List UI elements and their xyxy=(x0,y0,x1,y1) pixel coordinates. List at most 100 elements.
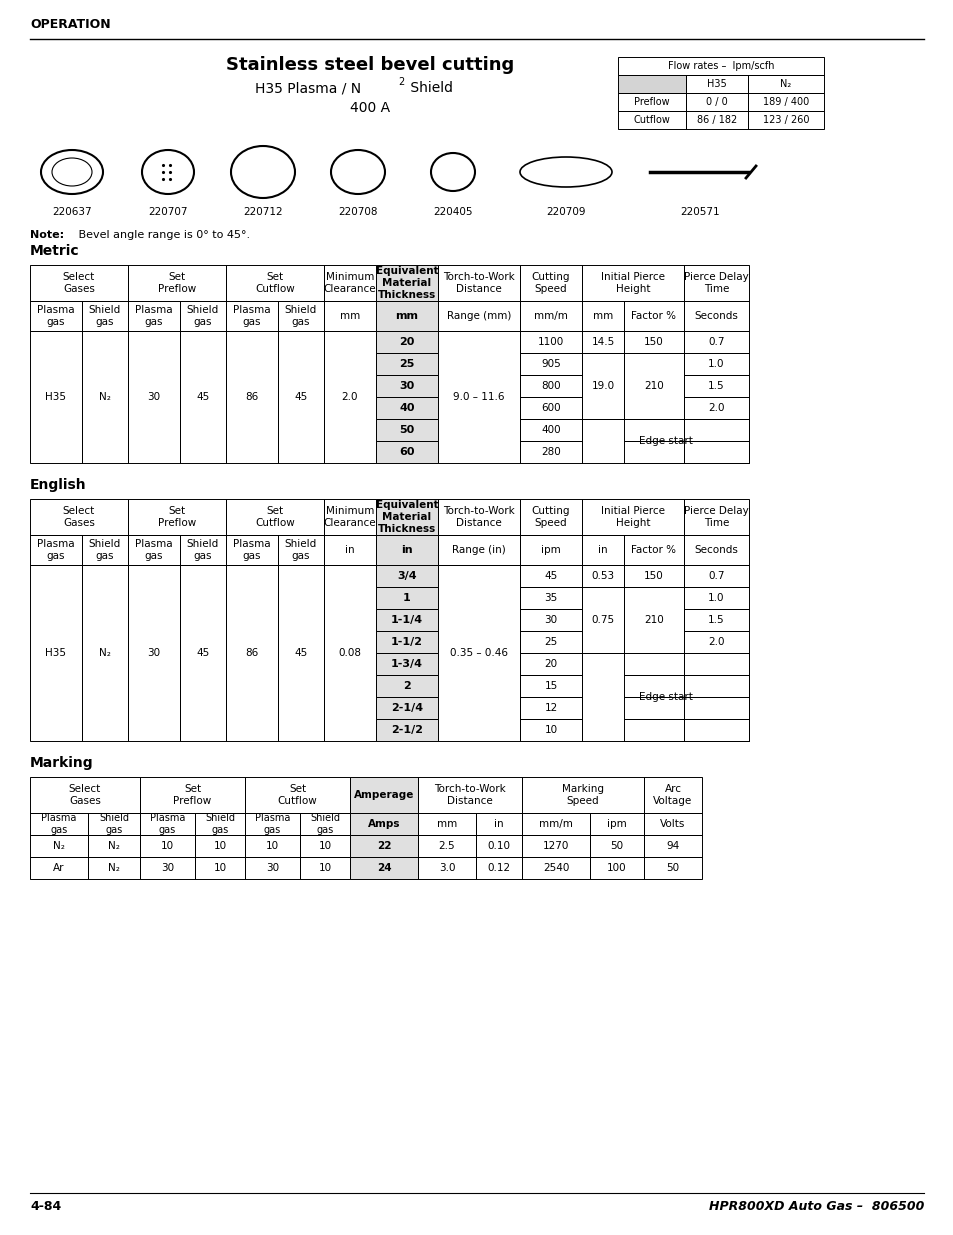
Bar xyxy=(375,419,437,441)
Bar xyxy=(623,676,683,697)
Bar xyxy=(324,301,375,331)
Text: Factor %: Factor % xyxy=(631,311,676,321)
Text: ipm: ipm xyxy=(606,819,626,829)
Bar xyxy=(88,857,140,879)
Text: Stainless steel bevel cutting: Stainless steel bevel cutting xyxy=(226,56,514,74)
Text: N₂: N₂ xyxy=(780,79,791,89)
Bar xyxy=(375,587,437,609)
Bar xyxy=(417,857,476,879)
Bar xyxy=(519,419,581,441)
Bar xyxy=(581,499,683,535)
Bar xyxy=(30,266,128,301)
Bar xyxy=(128,535,180,564)
Text: 4-84: 4-84 xyxy=(30,1200,61,1214)
Bar xyxy=(581,301,623,331)
Bar xyxy=(417,813,476,835)
Bar xyxy=(375,609,437,631)
Text: Shield
gas: Shield gas xyxy=(187,305,219,327)
Text: Plasma
gas: Plasma gas xyxy=(254,813,290,835)
Bar xyxy=(519,353,581,375)
Text: 25: 25 xyxy=(544,637,558,647)
Text: mm: mm xyxy=(339,311,359,321)
Bar xyxy=(581,266,683,301)
Text: Factor %: Factor % xyxy=(631,545,676,555)
Text: in: in xyxy=(345,545,355,555)
Bar xyxy=(623,587,683,653)
Bar xyxy=(30,813,88,835)
Text: Pierce Delay
Time: Pierce Delay Time xyxy=(683,506,748,527)
Text: 2: 2 xyxy=(397,77,404,86)
Text: Shield
gas: Shield gas xyxy=(187,540,219,561)
Bar xyxy=(324,564,375,741)
Bar xyxy=(30,835,88,857)
Bar xyxy=(683,353,748,375)
Text: N₂: N₂ xyxy=(99,391,111,403)
Bar xyxy=(350,835,417,857)
Text: 50: 50 xyxy=(610,841,623,851)
Bar xyxy=(88,813,140,835)
Bar xyxy=(519,719,581,741)
Bar xyxy=(519,564,581,587)
Text: Shield
gas: Shield gas xyxy=(310,813,339,835)
Bar xyxy=(589,813,643,835)
Text: H35: H35 xyxy=(706,79,726,89)
Bar xyxy=(521,835,589,857)
Bar xyxy=(375,353,437,375)
Text: Edge start: Edge start xyxy=(638,692,692,701)
Bar xyxy=(623,441,683,463)
Text: 45: 45 xyxy=(294,391,307,403)
Text: 400 A: 400 A xyxy=(350,101,390,115)
Text: Seconds: Seconds xyxy=(694,311,738,321)
Text: N₂: N₂ xyxy=(53,841,65,851)
Text: Set
Cutflow: Set Cutflow xyxy=(254,272,294,294)
Text: Marking: Marking xyxy=(30,756,93,769)
Text: 30: 30 xyxy=(266,863,279,873)
Text: 45: 45 xyxy=(196,648,210,658)
Bar xyxy=(618,75,685,93)
Text: 30: 30 xyxy=(148,391,160,403)
Bar xyxy=(683,266,748,301)
Text: in: in xyxy=(401,545,413,555)
Bar xyxy=(88,835,140,857)
Bar xyxy=(128,331,180,463)
Text: 220709: 220709 xyxy=(546,207,585,217)
Bar xyxy=(521,777,643,813)
Text: Shield
gas: Shield gas xyxy=(205,813,234,835)
Text: mm: mm xyxy=(395,311,418,321)
Text: 10: 10 xyxy=(544,725,557,735)
Text: Flow rates –  lpm/scfh: Flow rates – lpm/scfh xyxy=(667,61,774,70)
Bar xyxy=(519,631,581,653)
Text: 14.5: 14.5 xyxy=(591,337,614,347)
Text: H35: H35 xyxy=(46,391,67,403)
Text: 45: 45 xyxy=(196,391,210,403)
Bar xyxy=(437,535,519,564)
Text: H35: H35 xyxy=(46,648,67,658)
Bar xyxy=(683,396,748,419)
Text: Plasma
gas: Plasma gas xyxy=(233,305,271,327)
Text: Set
Preflow: Set Preflow xyxy=(157,506,196,527)
Text: HPR800XD Auto Gas –  806500: HPR800XD Auto Gas – 806500 xyxy=(708,1200,923,1214)
Bar xyxy=(683,564,748,587)
Bar xyxy=(519,301,581,331)
Text: 12: 12 xyxy=(544,703,558,713)
Bar xyxy=(375,266,437,301)
Text: 10: 10 xyxy=(213,863,226,873)
Text: 2.0: 2.0 xyxy=(707,403,724,412)
Bar xyxy=(521,813,589,835)
Text: 1.0: 1.0 xyxy=(707,593,724,603)
Bar xyxy=(375,719,437,741)
Bar xyxy=(226,266,324,301)
Text: 150: 150 xyxy=(643,337,663,347)
Bar xyxy=(82,535,128,564)
Bar xyxy=(683,535,748,564)
Text: 9.0 – 11.6: 9.0 – 11.6 xyxy=(453,391,504,403)
Text: 50: 50 xyxy=(399,425,415,435)
Text: Preflow: Preflow xyxy=(634,98,669,107)
Bar xyxy=(350,777,417,813)
Bar xyxy=(623,719,683,741)
Bar xyxy=(30,777,140,813)
Text: 30: 30 xyxy=(399,382,415,391)
Text: 123 / 260: 123 / 260 xyxy=(762,115,808,125)
Text: 20: 20 xyxy=(399,337,415,347)
Text: 2-1/2: 2-1/2 xyxy=(391,725,422,735)
